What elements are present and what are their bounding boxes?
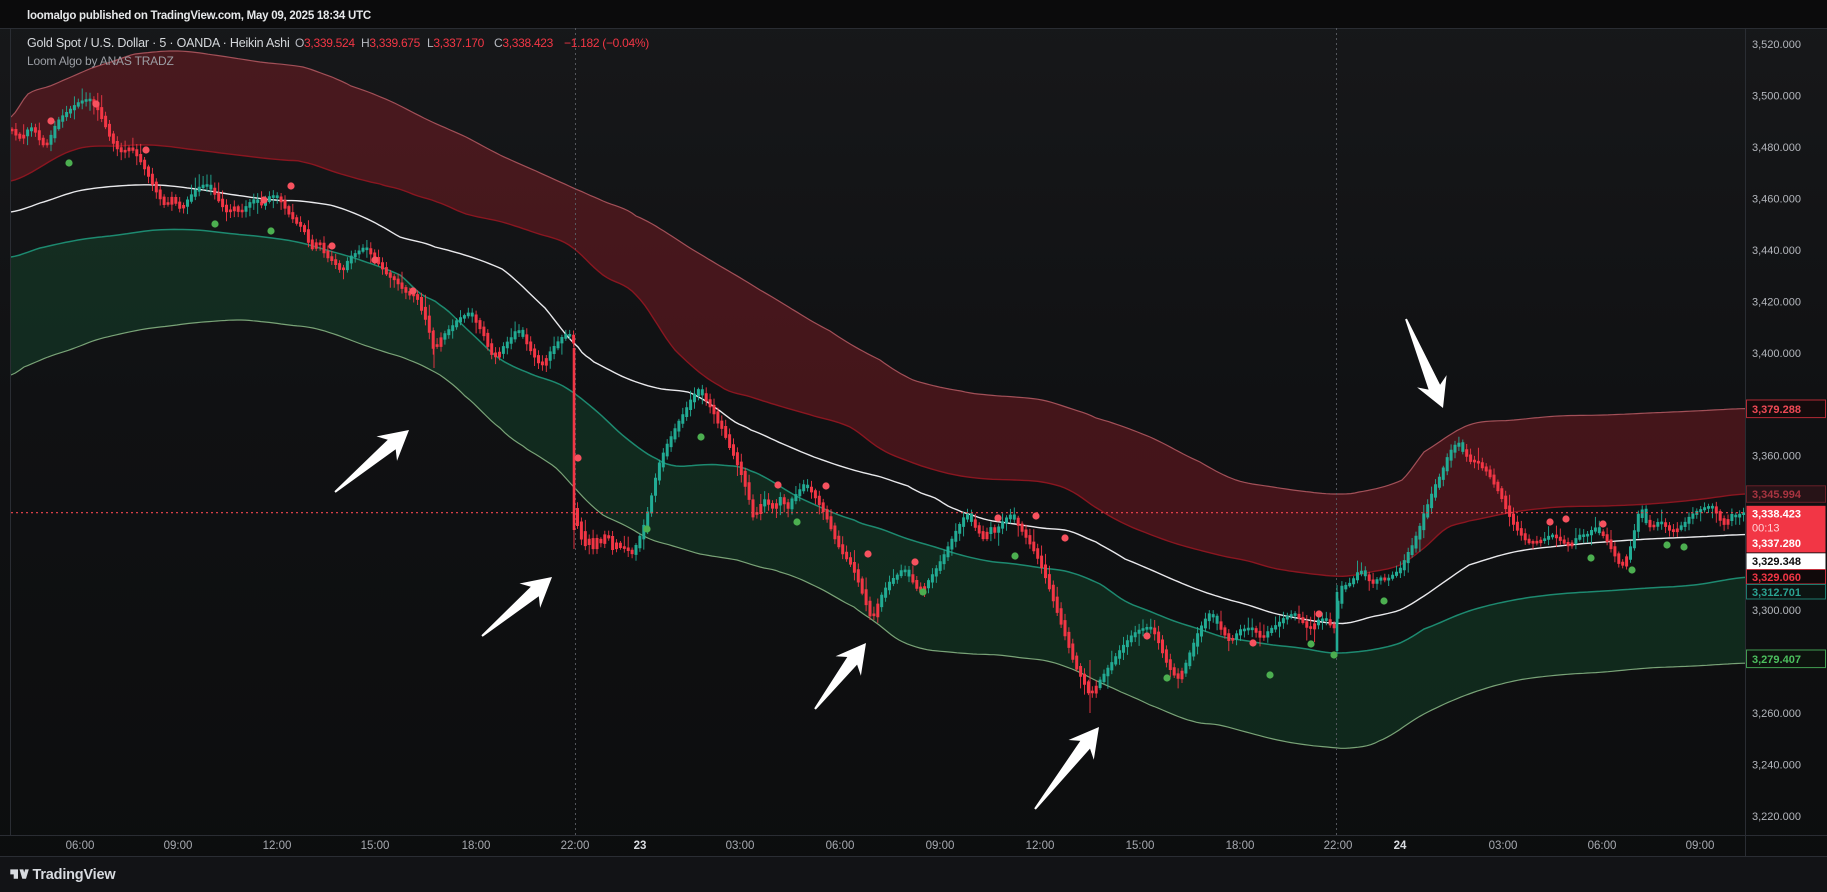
svg-text:22:00: 22:00: [1324, 840, 1353, 852]
svg-text:3,520.000: 3,520.000: [1752, 39, 1801, 51]
svg-text:06:00: 06:00: [826, 840, 855, 852]
svg-text:22:00: 22:00: [561, 840, 590, 852]
svg-text:3,220.000: 3,220.000: [1752, 811, 1801, 823]
svg-text:3,337.280: 3,337.280: [1752, 538, 1801, 550]
svg-text:3,440.000: 3,440.000: [1752, 245, 1801, 257]
svg-text:09:00: 09:00: [164, 840, 193, 852]
svg-text:3,420.000: 3,420.000: [1752, 296, 1801, 308]
svg-text:06:00: 06:00: [66, 840, 95, 852]
svg-text:loomalgo published on TradingV: loomalgo published on TradingView.com, M…: [27, 10, 371, 22]
svg-text:18:00: 18:00: [1226, 840, 1255, 852]
svg-text:23: 23: [634, 840, 647, 852]
svg-text:09:00: 09:00: [926, 840, 955, 852]
svg-text:3,279.407: 3,279.407: [1752, 654, 1801, 666]
svg-text:00:13: 00:13: [1752, 523, 1780, 535]
svg-text:24: 24: [1394, 840, 1407, 852]
svg-text:3,400.000: 3,400.000: [1752, 348, 1801, 360]
svg-text:Loom Algo by ANAS TRADZ: Loom Algo by ANAS TRADZ: [27, 54, 174, 68]
svg-text:Gold Spot / U.S. Dollar · 5 ·: Gold Spot / U.S. Dollar · 5 · OANDA · He…: [27, 36, 290, 50]
svg-text:15:00: 15:00: [1126, 840, 1155, 852]
svg-text:L3,337.170: L3,337.170: [427, 36, 485, 50]
svg-text:09:00: 09:00: [1686, 840, 1715, 852]
svg-text:12:00: 12:00: [1026, 840, 1055, 852]
svg-text:03:00: 03:00: [726, 840, 755, 852]
svg-text:12:00: 12:00: [263, 840, 292, 852]
svg-text:−1.182 (−0.04%): −1.182 (−0.04%): [564, 36, 649, 50]
svg-text:3,379.288: 3,379.288: [1752, 404, 1801, 416]
svg-text:3,329.060: 3,329.060: [1752, 572, 1801, 584]
svg-text:3,260.000: 3,260.000: [1752, 708, 1801, 720]
svg-text:3,500.000: 3,500.000: [1752, 91, 1801, 103]
svg-text:3,345.994: 3,345.994: [1752, 489, 1802, 501]
svg-text:3,360.000: 3,360.000: [1752, 451, 1801, 463]
svg-text:18:00: 18:00: [462, 840, 491, 852]
svg-text:06:00: 06:00: [1588, 840, 1617, 852]
svg-text:3,480.000: 3,480.000: [1752, 142, 1801, 154]
svg-text:3,338.423: 3,338.423: [1752, 509, 1801, 521]
svg-text:3,240.000: 3,240.000: [1752, 760, 1801, 772]
svg-text:3,460.000: 3,460.000: [1752, 193, 1801, 205]
svg-text:15:00: 15:00: [361, 840, 390, 852]
svg-text:TradingView: TradingView: [33, 867, 117, 883]
svg-text:3,312.701: 3,312.701: [1752, 587, 1801, 599]
svg-text:O3,339.524: O3,339.524: [295, 36, 355, 50]
svg-text:3,329.348: 3,329.348: [1752, 556, 1801, 568]
svg-text:C3,338.423: C3,338.423: [494, 36, 554, 50]
svg-text:3,300.000: 3,300.000: [1752, 605, 1801, 617]
svg-text:H3,339.675: H3,339.675: [361, 36, 421, 50]
svg-text:03:00: 03:00: [1489, 840, 1518, 852]
